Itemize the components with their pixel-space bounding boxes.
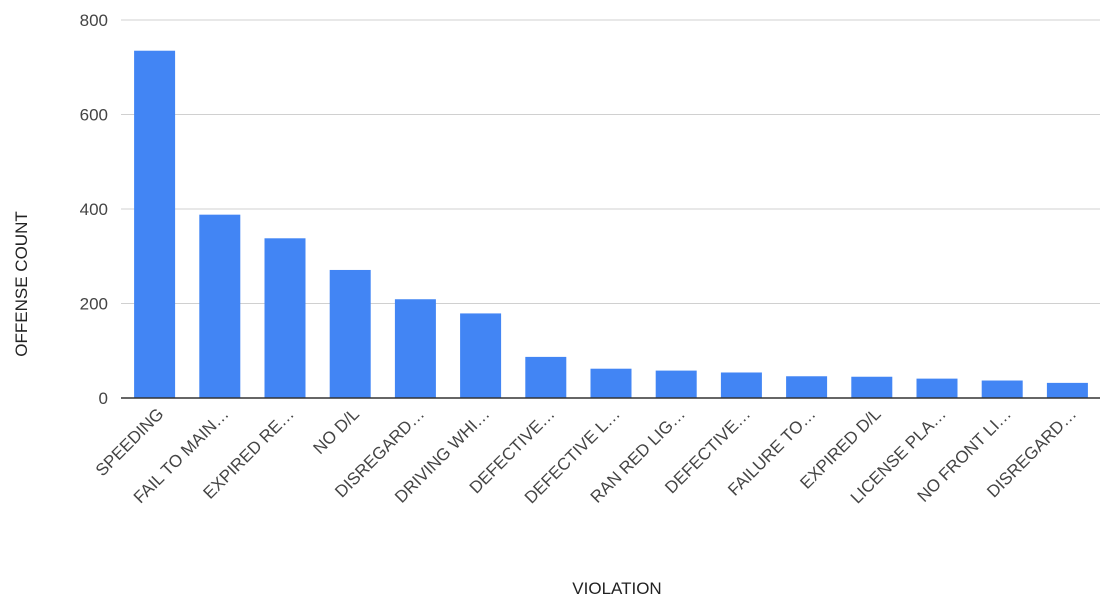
bar — [134, 50, 176, 399]
bar — [264, 238, 306, 398]
bar — [394, 299, 436, 398]
bar — [655, 370, 697, 398]
bar — [199, 214, 241, 398]
bars — [134, 50, 1088, 399]
gridlines — [121, 19, 1100, 304]
bar — [720, 372, 762, 398]
bar — [916, 378, 958, 398]
y-axis-title: OFFENSE COUNT — [12, 211, 31, 356]
y-tick-label: 200 — [80, 295, 108, 314]
bar — [590, 368, 632, 398]
x-axis-title: VIOLATION — [572, 579, 661, 598]
bar — [1046, 382, 1088, 398]
y-tick-label: 600 — [80, 106, 108, 125]
bar — [329, 269, 371, 398]
y-axis-ticks: 0 200 400 600 800 — [80, 11, 108, 408]
bar — [851, 376, 893, 398]
bar — [786, 376, 828, 398]
bar — [981, 380, 1023, 398]
y-tick-label: 400 — [80, 200, 108, 219]
x-category-label: NO D/L — [310, 404, 364, 458]
bar — [525, 356, 567, 398]
bar — [460, 313, 502, 398]
y-tick-label: 0 — [99, 389, 108, 408]
y-tick-label: 800 — [80, 11, 108, 30]
